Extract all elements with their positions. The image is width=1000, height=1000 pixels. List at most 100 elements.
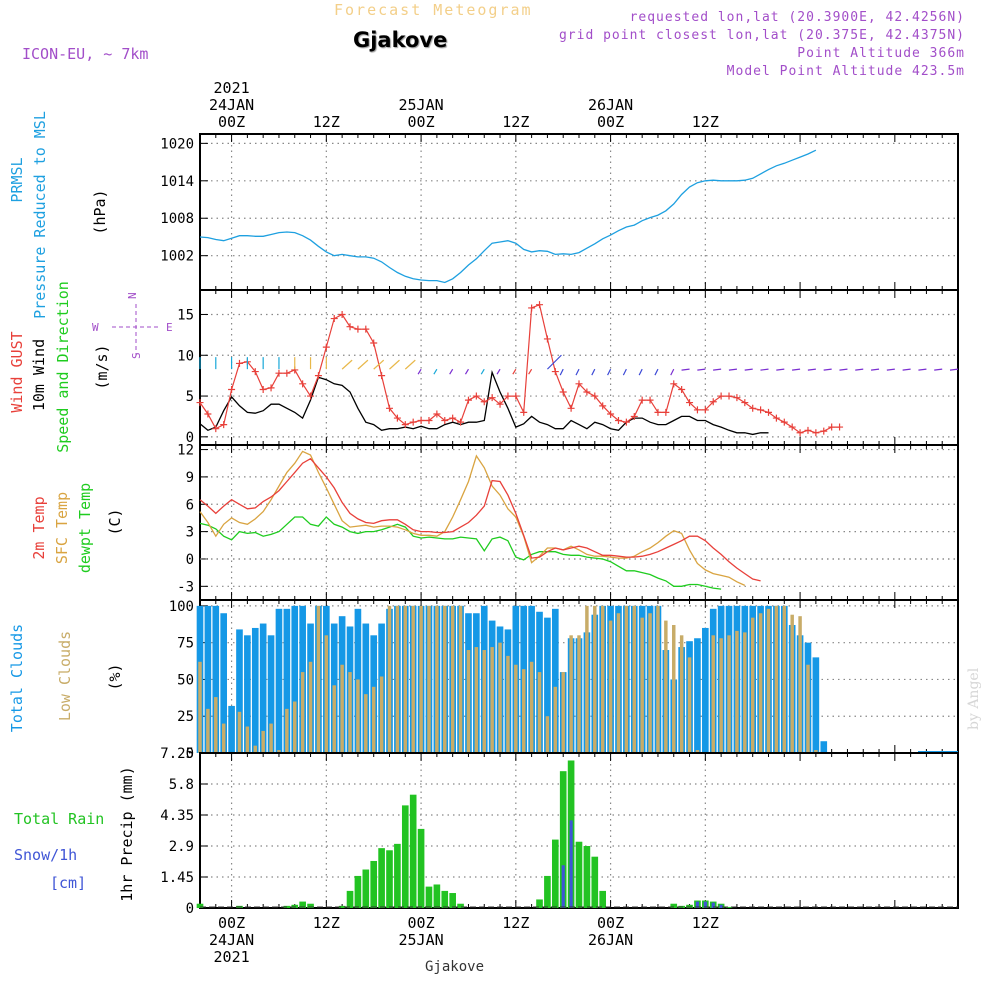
gust-marker — [749, 404, 757, 412]
gust-marker — [780, 418, 788, 426]
low-cloud-bar — [569, 635, 573, 753]
total-cloud-bar — [694, 638, 701, 753]
ytick-label: 10 — [177, 348, 194, 364]
gust-marker — [828, 423, 836, 431]
rain-bar — [591, 856, 599, 908]
ylabel-wind-gust: Wind GUST — [8, 331, 26, 412]
low-cloud-bar — [269, 723, 273, 753]
low-cloud-bar — [506, 655, 510, 753]
gust-marker — [733, 394, 741, 402]
wind-direction-arrow — [886, 368, 895, 371]
bottom-time-label: 12Z — [313, 914, 340, 932]
low-cloud-bar — [640, 617, 644, 753]
rain-bar — [441, 890, 449, 908]
gust-marker — [283, 369, 291, 377]
wind-direction-arrow — [902, 368, 911, 371]
low-cloud-bar — [656, 605, 660, 753]
rain-bar — [551, 839, 559, 908]
gust-marker — [449, 414, 457, 422]
sfc-temp-line — [199, 450, 746, 586]
ytick-label: 3 — [186, 525, 194, 541]
gust-marker — [378, 372, 386, 380]
wind-direction-arrow — [480, 368, 485, 375]
top-time-label: 00Z — [597, 113, 624, 131]
total-cloud-bar — [228, 705, 235, 753]
rain-bar — [457, 903, 464, 908]
location-title: Gjakove — [353, 28, 448, 52]
ytick-label: 1002 — [160, 249, 194, 265]
point-altitude: Point Altitude 366m — [797, 46, 965, 61]
low-cloud-bar — [814, 750, 818, 753]
low-cloud-bar — [466, 650, 471, 753]
gust-marker — [204, 410, 212, 418]
rain-bar — [599, 890, 607, 908]
units-precip: 1hr Precip (mm) — [118, 766, 136, 901]
low-cloud-bar — [221, 723, 226, 753]
label-total-rain: Total Rain — [14, 810, 104, 828]
low-cloud-bar — [332, 685, 336, 753]
low-cloud-bar — [198, 661, 202, 753]
wind-direction-arrow — [713, 368, 722, 371]
wind-speed-line — [199, 369, 769, 436]
bottom-time-label: 00Z — [218, 914, 245, 932]
ytick-label: 6 — [186, 497, 194, 513]
gust-marker — [425, 417, 433, 425]
rain-bar — [354, 875, 362, 908]
low-cloud-bar — [293, 701, 297, 753]
gust-marker — [575, 380, 583, 388]
rain-bar — [544, 875, 551, 908]
gust-marker — [220, 421, 228, 429]
footer-location: Gjakove — [425, 959, 485, 975]
low-cloud-bar — [261, 730, 265, 753]
low-cloud-bar — [206, 708, 210, 753]
gust-marker — [512, 392, 520, 400]
wind-direction-arrow — [855, 368, 864, 371]
rain-bar — [417, 828, 425, 908]
gust-marker — [662, 408, 670, 416]
wind-direction-arrow — [433, 368, 438, 375]
gust-marker — [543, 335, 551, 343]
gust-marker — [267, 384, 275, 392]
label-snow-cm: [cm] — [50, 874, 86, 892]
gust-marker — [583, 388, 591, 396]
bottom-time-label: 26JAN — [588, 931, 633, 949]
snow-bar — [703, 901, 707, 908]
panel-frame — [199, 133, 959, 291]
top-time-label: 12Z — [502, 113, 529, 131]
top-time-label: 26JAN — [588, 96, 633, 114]
compass-e: E — [166, 321, 173, 334]
rain-bar — [370, 860, 378, 908]
low-cloud-bar — [245, 726, 250, 753]
gust-marker — [599, 402, 607, 410]
gust-marker — [717, 392, 725, 400]
total-cloud-bar — [283, 608, 291, 753]
rain-bar — [291, 904, 299, 908]
gust-marker — [338, 310, 346, 318]
low-cloud-bar — [214, 697, 218, 753]
ylabel-10m-wind: 10m Wind — [30, 339, 48, 411]
low-cloud-bar — [490, 647, 494, 753]
total-cloud-bar — [291, 605, 299, 753]
low-cloud-bar — [608, 620, 613, 753]
gust-marker — [196, 399, 204, 407]
gust-marker — [836, 423, 844, 431]
low-cloud-bar — [758, 613, 763, 753]
bottom-time-label: 24JAN — [209, 931, 254, 949]
low-cloud-bar — [711, 635, 715, 753]
gust-marker — [314, 372, 322, 380]
wind-direction-arrow — [528, 368, 533, 375]
wind-direction-arrow — [654, 368, 659, 376]
total-cloud-bar — [551, 608, 559, 753]
low-cloud-bar — [285, 708, 289, 753]
wind-direction-arrow — [357, 359, 369, 370]
low-cloud-bar — [403, 605, 408, 753]
ytick-label: 0 — [186, 552, 194, 568]
ytick-label: 0 — [186, 746, 194, 762]
rain-bar — [409, 794, 417, 908]
low-cloud-bar — [774, 605, 779, 753]
pressure-line — [199, 149, 817, 284]
2m-temp-line — [199, 457, 761, 582]
gust-marker — [614, 417, 622, 425]
low-cloud-bar — [340, 664, 344, 753]
